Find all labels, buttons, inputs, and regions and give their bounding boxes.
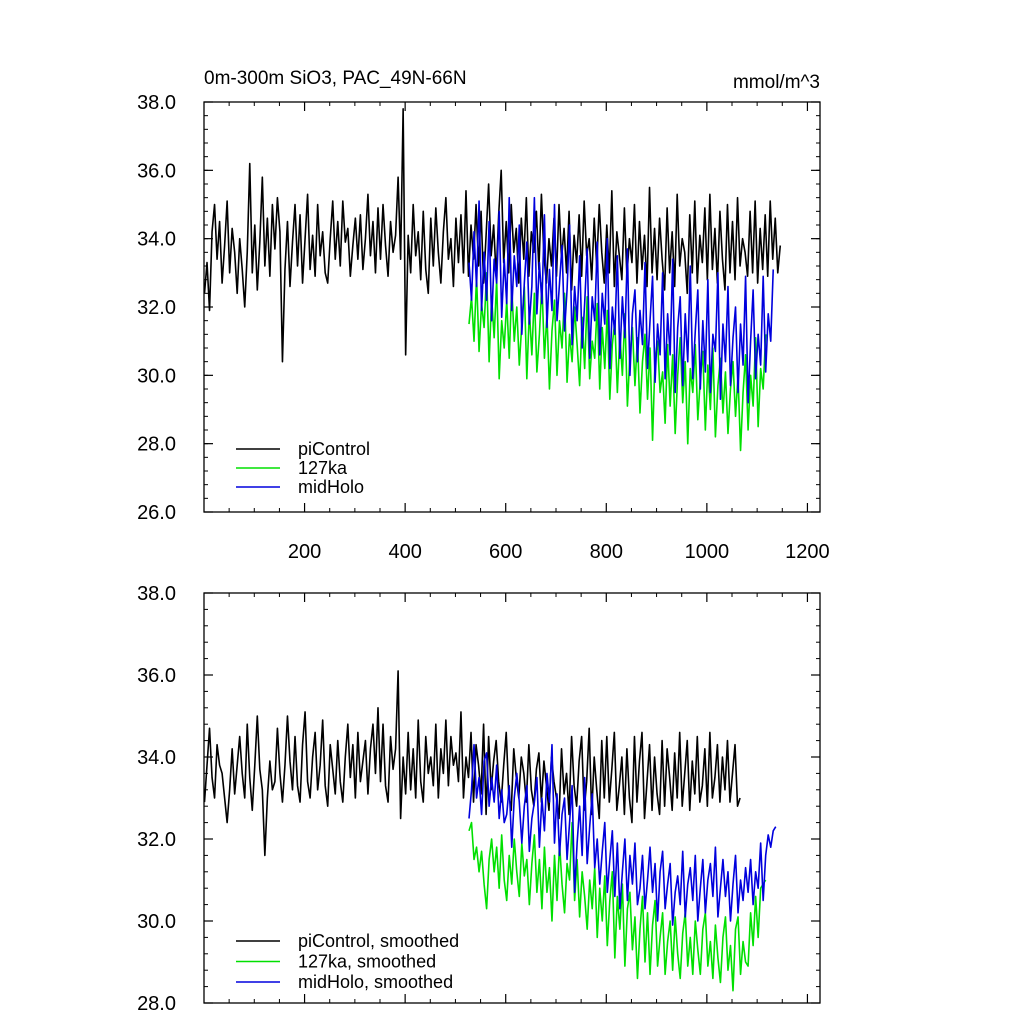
top-x-tick-label: 200	[288, 541, 321, 563]
bottom-y-tick-label: 28.0	[137, 993, 176, 1015]
bottom-y-tick-label: 32.0	[137, 829, 176, 851]
top-y-tick-label: 36.0	[137, 160, 176, 182]
bottom-legend-label: 127ka, smoothed	[298, 952, 436, 972]
top-x-tick-label: 1000	[685, 541, 730, 563]
bottom-y-tick-label: 34.0	[137, 747, 176, 769]
bottom-series-midholo-smoothed-line	[468, 743, 777, 926]
top-legend-label: midHolo	[298, 477, 364, 497]
top-series-127ka-line	[468, 272, 767, 452]
bottom-panel-series	[203, 670, 777, 992]
top-y-tick-label: 30.0	[137, 365, 176, 387]
top-legend-label: 127ka	[298, 458, 348, 478]
bottom-panel: 28.0 30.0 32.0 34.0 36.0 38.0 piControl, smoo…	[137, 583, 821, 1015]
top-y-tick-label: 34.0	[137, 229, 176, 251]
top-panel-frame	[203, 101, 821, 513]
bottom-panel-frame	[203, 592, 821, 1004]
top-series-midholo-line	[468, 196, 775, 404]
top-series-picontrol-line	[203, 108, 782, 363]
bottom-y-tick-label: 38.0	[137, 583, 176, 605]
bottom-series-127ka-smoothed-line	[468, 821, 767, 992]
top-legend-label: piControl	[298, 439, 370, 459]
top-panel-units: mmol/m^3	[733, 72, 820, 93]
bottom-legend-label: midHolo, smoothed	[298, 972, 453, 992]
top-y-tick-label: 28.0	[137, 434, 176, 456]
bottom-y-tick-label: 36.0	[137, 665, 176, 687]
top-panel: 0m-300m SiO3, PAC_49N-66N mmol/m^3 26.02…	[137, 68, 830, 563]
top-x-tick-label: 400	[388, 541, 421, 563]
bottom-y-tick-label: 30.0	[137, 911, 176, 933]
top-y-tick-label: 38.0	[137, 92, 176, 114]
top-x-tick-label: 1200	[785, 541, 830, 563]
top-panel-ticks: 26.0 28.0 30.0 32.0 34.0 36.0 38.0 200 400 600 800…	[137, 92, 830, 563]
top-panel-title: 0m-300m SiO3, PAC_49N-66N	[204, 68, 467, 89]
top-y-tick-label: 26.0	[137, 502, 176, 524]
top-x-tick-label: 600	[489, 541, 522, 563]
top-panel-series	[203, 108, 782, 452]
bottom-legend-label: piControl, smoothed	[298, 931, 459, 951]
top-x-tick-label: 800	[590, 541, 623, 563]
top-y-tick-label: 32.0	[137, 297, 176, 319]
